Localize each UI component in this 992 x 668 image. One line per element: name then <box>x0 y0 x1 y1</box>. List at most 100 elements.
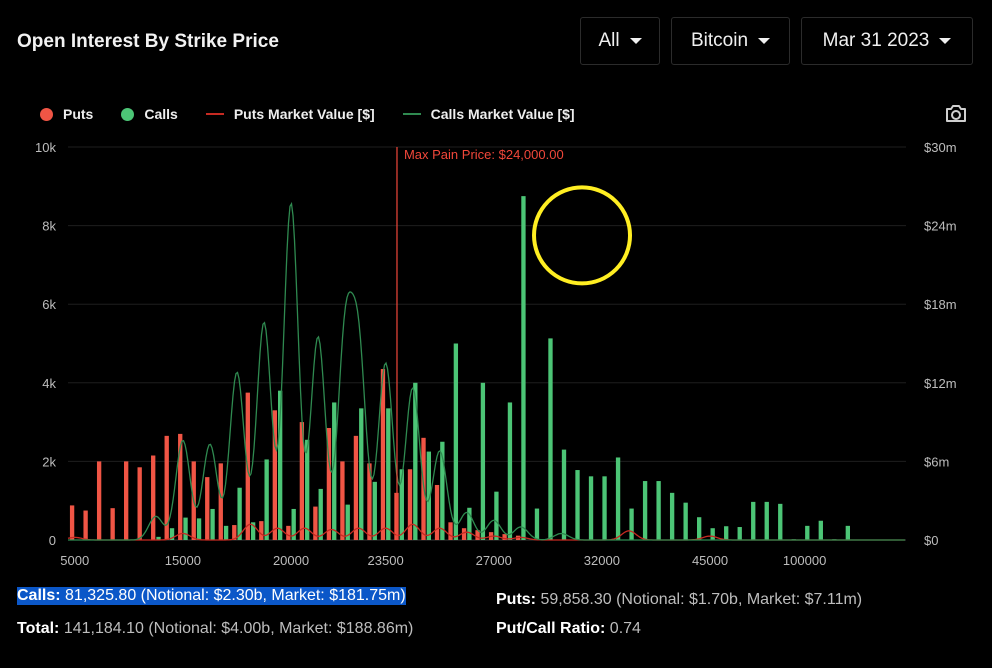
x-tick-label: 23500 <box>368 553 404 568</box>
call-bar <box>250 522 256 540</box>
camera-icon[interactable] <box>945 104 967 124</box>
call-bar <box>332 402 337 540</box>
open-interest-chart: 0 2k 4k 6k 8k 10k $0 $6m $12m $18m $24m $30m 5000 150… <box>35 140 957 568</box>
put-bar <box>461 528 467 540</box>
calls-dot-icon <box>121 107 135 121</box>
expiry-filter-dropdown[interactable]: Mar 31 2023 <box>801 17 973 65</box>
call-bar <box>494 491 499 540</box>
legend-puts[interactable]: Puts <box>40 106 93 122</box>
put-bar <box>69 505 75 540</box>
call-bar <box>818 520 823 540</box>
call-bar <box>467 507 472 540</box>
call-bar <box>169 528 175 540</box>
y-right-tick-label: $24m <box>924 219 957 234</box>
call-bar <box>440 441 445 540</box>
call-bar <box>683 502 688 540</box>
call-bar <box>183 517 188 540</box>
call-bar <box>575 470 580 540</box>
y-right-tick-label: $0 <box>924 533 938 548</box>
put-bar <box>218 463 223 540</box>
legend-puts-label: Puts <box>63 106 94 122</box>
chevron-down-icon <box>629 38 642 44</box>
put-bar <box>407 469 413 540</box>
x-tick-label: 45000 <box>692 553 728 568</box>
asset-filter-value: Bitcoin <box>690 30 749 51</box>
call-bar <box>196 518 202 540</box>
y-left-tick-label: 6k <box>42 297 56 312</box>
page-title: Open Interest By Strike Price <box>17 31 279 52</box>
call-bar <box>210 508 215 540</box>
asset-filter-dropdown[interactable]: Bitcoin <box>671 17 790 65</box>
call-bar <box>615 457 621 540</box>
call-bar <box>426 451 432 540</box>
call-bar <box>318 488 323 540</box>
put-bar <box>164 435 169 540</box>
put-bar <box>123 461 129 540</box>
call-bar <box>223 525 229 540</box>
x-tick-label: 5000 <box>60 553 89 568</box>
y-left-tick-label: 10k <box>35 140 56 155</box>
legend-calls-mv-label: Calls Market Value [$] <box>430 106 575 122</box>
max-pain-label: Max Pain Price: $24,000.00 <box>404 147 564 162</box>
call-bar <box>629 508 634 540</box>
legend-calls-market-value[interactable]: Calls Market Value [$] <box>402 106 575 122</box>
call-bar <box>561 449 567 540</box>
call-bar <box>386 408 391 540</box>
call-bar <box>642 481 648 540</box>
y-right-tick-label: $18m <box>924 297 957 312</box>
legend-calls[interactable]: Calls <box>121 106 178 122</box>
put-bar <box>178 433 183 540</box>
call-bar <box>669 492 675 540</box>
calls-line-icon <box>402 113 421 115</box>
call-bar <box>156 536 161 540</box>
call-bar <box>359 408 364 540</box>
put-call-ratio: Put/Call Ratio: 0.74 <box>496 620 641 638</box>
call-bar <box>751 501 756 540</box>
x-tick-label: 20000 <box>273 553 309 568</box>
call-bar <box>305 439 310 540</box>
call-bar <box>413 382 418 540</box>
call-bar <box>805 525 810 540</box>
put-bar <box>137 467 142 540</box>
call-bar <box>372 481 377 540</box>
y-left-tick-label: 2k <box>42 454 56 469</box>
call-bar <box>507 402 513 540</box>
calls-summary-value: 81,325.80 (Notional: $2.30b, Market: $18… <box>65 587 406 604</box>
put-bar <box>272 410 277 540</box>
puts-line-icon <box>205 113 224 115</box>
put-bar <box>96 461 102 540</box>
put-bar <box>232 525 237 540</box>
calls-market-value-line <box>68 201 905 541</box>
put-bar <box>205 477 210 540</box>
call-bar <box>737 527 742 540</box>
call-bar <box>845 525 851 540</box>
call-bar <box>764 501 769 540</box>
call-bar <box>724 526 729 540</box>
highlight-circle <box>532 185 633 286</box>
call-bar <box>534 508 540 540</box>
total-summary: Total: 141,184.10 (Notional: $4.00b, Mar… <box>17 620 413 638</box>
legend-puts-mv-label: Puts Market Value [$] <box>233 106 375 122</box>
put-bar <box>434 484 440 540</box>
call-bar <box>521 196 526 540</box>
x-tick-label: 100000 <box>783 553 826 568</box>
total-summary-label: Total: <box>17 620 60 637</box>
x-tick-label: 15000 <box>165 553 201 568</box>
chevron-down-icon <box>939 38 952 44</box>
y-left-tick-label: 0 <box>49 533 56 548</box>
puts-summary-label: Puts: <box>496 591 536 608</box>
put-bar <box>110 508 115 540</box>
call-bar <box>264 459 269 540</box>
call-bar <box>399 469 404 540</box>
y-left-tick-label: 8k <box>42 219 56 234</box>
type-filter-dropdown[interactable]: All <box>580 17 660 65</box>
legend-puts-market-value[interactable]: Puts Market Value [$] <box>205 106 375 122</box>
legend-calls-label: Calls <box>144 106 178 122</box>
calls-summary: Calls: 81,325.80 (Notional: $2.30b, Mark… <box>17 587 406 605</box>
y-right-tick-label: $12m <box>924 376 957 391</box>
chart-legend: Puts Calls Puts Market Value [$] Calls M… <box>40 106 603 122</box>
total-summary-value: 141,184.10 (Notional: $4.00b, Market: $1… <box>63 620 414 637</box>
x-tick-label: 32000 <box>584 553 620 568</box>
put-bar <box>83 510 88 540</box>
y-right-tick-label: $30m <box>924 140 957 155</box>
